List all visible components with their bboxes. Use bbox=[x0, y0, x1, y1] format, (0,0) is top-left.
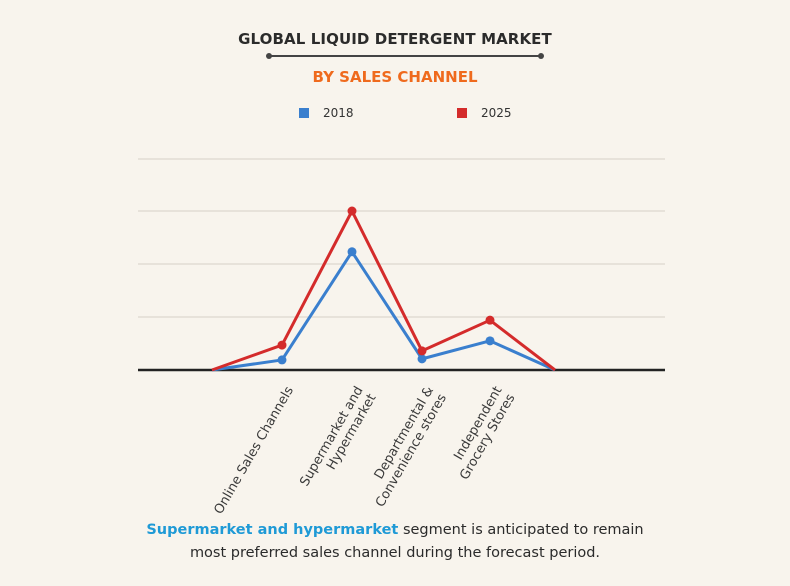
caption-line2: most preferred sales channel during the … bbox=[189, 545, 601, 561]
chart-subtitle: BY SALES CHANNEL bbox=[312, 68, 478, 86]
caption: Supermarket and hypermarket segment is a… bbox=[0, 519, 790, 565]
series-line bbox=[211, 209, 556, 372]
data-point bbox=[485, 315, 495, 325]
data-point bbox=[347, 206, 357, 216]
legend-label-2018: 2018 bbox=[323, 106, 354, 120]
series-2025 bbox=[211, 206, 556, 372]
data-point bbox=[277, 355, 287, 365]
chart-title: GLOBAL LIQUID DETERGENT MARKET bbox=[238, 30, 552, 48]
gridlines bbox=[138, 158, 665, 318]
data-point bbox=[417, 346, 427, 356]
caption-highlight: Supermarket and hypermarket bbox=[146, 522, 399, 538]
legend-item-2018: 2018 bbox=[299, 106, 354, 120]
data-point bbox=[485, 336, 495, 346]
caption-line1: segment is anticipated to remain bbox=[398, 522, 644, 538]
legend-label-2025: 2025 bbox=[481, 106, 512, 120]
legend-item-2025: 2025 bbox=[457, 106, 512, 120]
data-point bbox=[417, 354, 427, 364]
series-2018 bbox=[211, 247, 556, 372]
data-point bbox=[277, 340, 287, 350]
title-divider bbox=[266, 53, 544, 59]
data-point bbox=[347, 247, 357, 257]
series-line bbox=[211, 250, 556, 372]
legend-swatch-2018 bbox=[299, 108, 309, 118]
legend-swatch-2025 bbox=[457, 108, 467, 118]
